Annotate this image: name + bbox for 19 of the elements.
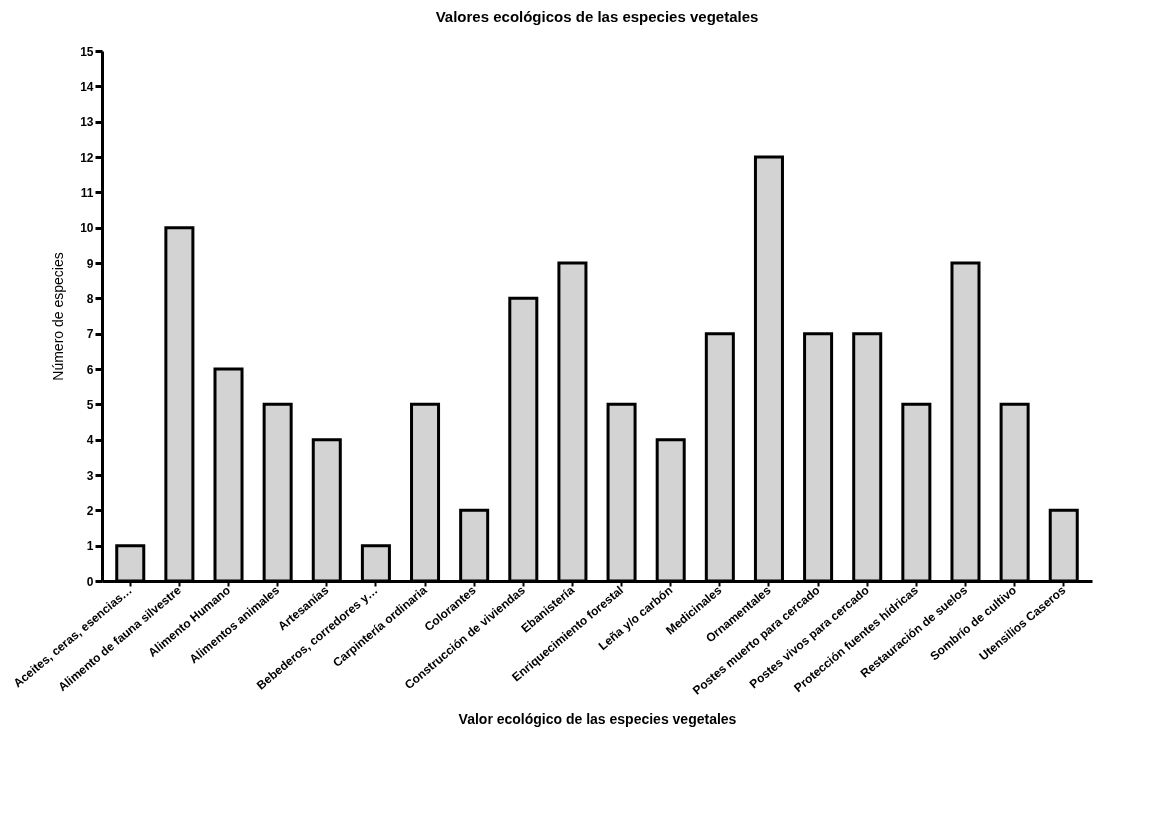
chart-title: Valores ecológicos de las especies vegetales (435, 8, 759, 25)
y-tick-label: 2 (86, 503, 94, 518)
y-tick-label: 6 (86, 362, 94, 377)
y-axis-title: Número de especies (50, 252, 67, 381)
y-tick-label: 15 (80, 44, 94, 59)
y-tick-label: 10 (80, 221, 94, 236)
y-tick-label: 1 (86, 539, 94, 554)
y-tick-label: 3 (86, 468, 94, 483)
y-tick-label: 4 (86, 433, 94, 448)
y-tick-label: 13 (80, 115, 94, 130)
y-tick-label: 7 (86, 327, 94, 342)
y-tick-label: 0 (86, 574, 94, 589)
y-tick-label: 11 (80, 185, 94, 200)
y-tick-label: 12 (80, 150, 94, 165)
y-tick-label: 8 (86, 291, 94, 306)
x-axis-title: Valor ecológico de las especies vegetales (458, 710, 737, 727)
y-tick-label: 9 (86, 256, 94, 271)
y-tick-label: 14 (80, 79, 94, 94)
y-tick-label: 5 (86, 397, 94, 412)
